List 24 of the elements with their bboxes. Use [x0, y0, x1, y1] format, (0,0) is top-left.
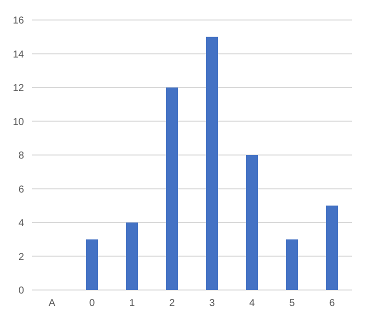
- y-tick-label: 2: [18, 252, 24, 263]
- x-tick-label: 2: [169, 298, 176, 309]
- x-tick-label: 0: [89, 298, 96, 309]
- x-tick-label: A: [48, 298, 56, 309]
- bar: [246, 155, 258, 290]
- x-tick-label: 3: [209, 298, 216, 309]
- bar: [286, 239, 298, 290]
- y-tick-label: 12: [12, 83, 24, 94]
- bar: [206, 36, 218, 290]
- x-tick-label: 5: [289, 298, 296, 309]
- x-tick-label: 6: [329, 298, 336, 309]
- y-tick-label: 8: [18, 150, 24, 162]
- y-tick-label: 14: [12, 49, 24, 60]
- y-tick-label: 16: [12, 16, 24, 26]
- bar: [86, 239, 98, 290]
- y-tick-label: 4: [18, 218, 24, 229]
- bar: [126, 222, 138, 290]
- bar: [166, 88, 178, 290]
- y-tick-label: 10: [12, 116, 24, 128]
- x-tick-label: 4: [249, 298, 256, 309]
- y-tick-label: 0: [18, 286, 24, 296]
- x-tick-label: 1: [129, 298, 136, 309]
- bar: [326, 206, 338, 290]
- y-tick-label: 6: [18, 184, 24, 196]
